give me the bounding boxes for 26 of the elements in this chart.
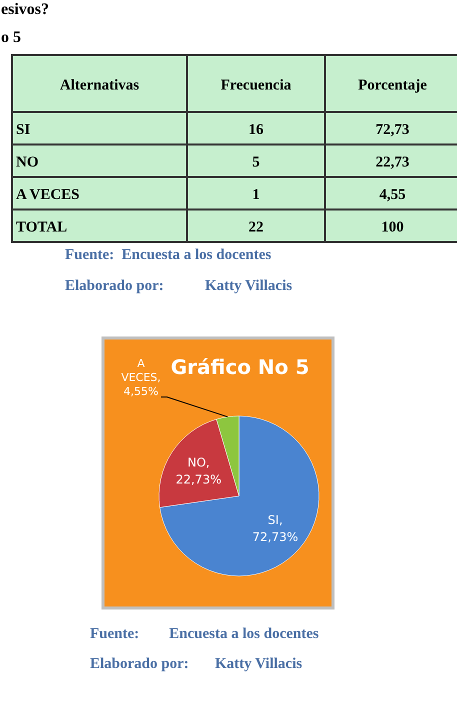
source-note: Fuente: Encuesta a los docentes: [90, 626, 319, 642]
category-label: Alternativas: [60, 78, 140, 94]
text: 22,73: [376, 154, 410, 170]
text: 72,73: [376, 122, 410, 138]
category-label: SI: [16, 122, 30, 138]
text: 100: [381, 220, 404, 236]
text: 1: [252, 187, 260, 203]
text: 4,55: [379, 187, 406, 203]
chart-title: Gráfico No 5: [170, 355, 310, 379]
text: Elaborado por: Katty Villacis: [90, 656, 302, 672]
category-label: A VECES: [16, 187, 80, 203]
text: 16: [248, 122, 264, 138]
text: esivos?: [1, 1, 49, 18]
text: Elaborado por: Katty Villacis: [65, 278, 292, 294]
pie-slice: [160, 416, 320, 576]
slice-label: SI, 72,73%: [252, 512, 298, 544]
category-label: NO: [16, 154, 38, 170]
text: 5: [252, 154, 260, 170]
text: 22: [248, 220, 264, 236]
category-label: TOTAL: [16, 220, 68, 236]
category-label: Porcentaje: [358, 78, 428, 94]
text: o 5: [1, 29, 21, 46]
category-label: Frecuencia: [220, 78, 292, 94]
slice-label: NO, 22,73%: [176, 456, 222, 487]
slice-label: A VECES, 4,55%: [121, 357, 161, 398]
source-note: Fuente: Encuesta a los docentes: [65, 247, 272, 263]
